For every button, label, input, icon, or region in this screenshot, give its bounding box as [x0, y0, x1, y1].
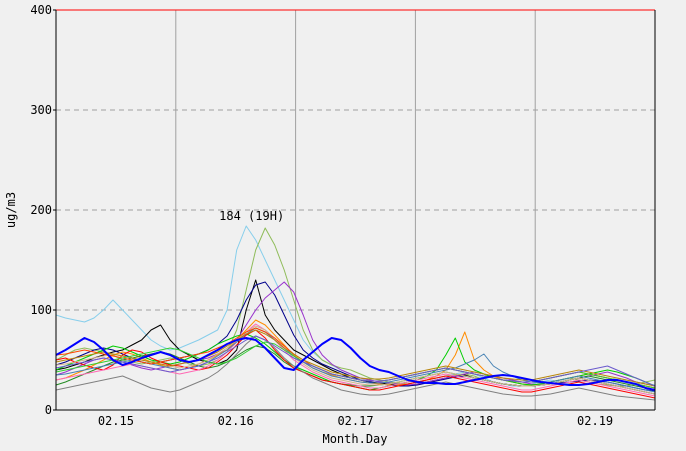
y-axis-label: ug/m3	[4, 192, 18, 228]
x-tick-label: 02.15	[98, 414, 134, 428]
x-tick-label: 02.17	[337, 414, 373, 428]
series-line	[55, 335, 656, 401]
y-tick-label: 300	[30, 103, 52, 117]
x-tick-label: 02.19	[577, 414, 613, 428]
y-tick-label: 0	[45, 403, 52, 417]
series-lines	[55, 225, 656, 401]
x-tick-label: 02.18	[457, 414, 493, 428]
series-line	[55, 335, 656, 387]
series-line	[55, 337, 656, 391]
series-line	[55, 327, 656, 393]
y-tick-label: 200	[30, 203, 52, 217]
x-tick-label: 02.16	[218, 414, 254, 428]
x-axis-label: Month.Day	[322, 432, 387, 446]
y-tick-label: 400	[30, 3, 52, 17]
series-line	[55, 329, 656, 399]
y-axis-ticks: 0 100 200 300 400	[30, 3, 56, 417]
peak-annotation: 184 (19H)	[219, 209, 284, 223]
y-tick-label: 100	[30, 303, 52, 317]
series-line	[55, 329, 656, 387]
grid	[56, 10, 655, 410]
x-axis-ticks: 02.15 02.16 02.17 02.18 02.19	[98, 414, 613, 428]
